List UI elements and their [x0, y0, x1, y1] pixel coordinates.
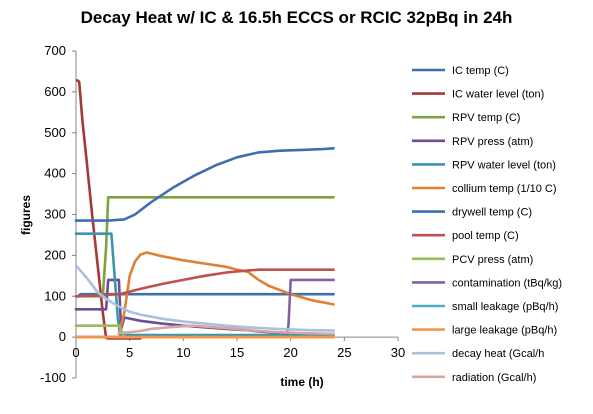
legend-entry: radiation (Gcal/h) [452, 372, 536, 384]
y-tick-label: -100 [40, 370, 66, 385]
series-line-decay-heat-gcal-h [74, 264, 335, 332]
x-tick-label: 15 [230, 345, 244, 360]
series-line-collium-temp-1-10-c [117, 251, 335, 336]
x-tick-label: 0 [72, 345, 79, 360]
legend-entry: IC temp (C) [452, 65, 509, 77]
y-tick-label: 0 [59, 329, 66, 344]
y-tick-label: 700 [44, 43, 66, 58]
legend-entry: pool temp (C) [452, 230, 519, 242]
series-line-rpv-water-level-ton [74, 232, 335, 337]
x-axis-title: time (h) [280, 375, 323, 389]
x-tick-label: 20 [283, 345, 297, 360]
legend-entry: decay heat (Gcal/h [452, 348, 544, 360]
x-tick-label: 10 [176, 345, 190, 360]
y-tick-label: 600 [44, 84, 66, 99]
y-tick-label: 100 [44, 288, 66, 303]
legend-entry: IC water level (ton) [452, 89, 544, 101]
legend-entry: collium temp (1/10 C) [452, 183, 557, 195]
legend-entry: contamination (tBq/kg) [452, 277, 562, 289]
series-line-pool-temp-c [74, 268, 335, 298]
x-tick-label: 25 [337, 345, 351, 360]
y-axis-title: figures [19, 195, 33, 235]
legend: IC temp (C) IC water level (ton) RPV temp … [412, 65, 562, 384]
y-tick-label: 400 [44, 166, 66, 181]
legend-entry: RPV temp (C) [452, 112, 520, 124]
legend-entry: PCV press (atm) [452, 254, 533, 266]
axes: -100 0 100 200 300 400 500 600 700 0 5 10 15 20 25 30 [40, 43, 405, 385]
y-tick-label: 500 [44, 125, 66, 140]
chart-title: Decay Heat w/ IC & 16.5h ECCS or RCIC 32… [80, 8, 513, 27]
legend-entry: drywell temp (C) [452, 207, 532, 219]
series-line-radiation-gcal-h [117, 324, 335, 336]
x-tick-label: 30 [391, 345, 405, 360]
y-tick-label: 300 [44, 207, 66, 222]
legend-entry: RPV water level (ton) [452, 159, 556, 171]
legend-entry: small leakage (pBq/h) [452, 301, 558, 313]
series-lines [74, 79, 335, 340]
series-line-drywell-temp-c [74, 147, 335, 222]
x-tick-label: 5 [126, 345, 133, 360]
legend-entry: RPV press (atm) [452, 136, 533, 148]
y-tick-label: 200 [44, 247, 66, 262]
legend-entry: large leakage (pBq/h) [452, 325, 557, 337]
